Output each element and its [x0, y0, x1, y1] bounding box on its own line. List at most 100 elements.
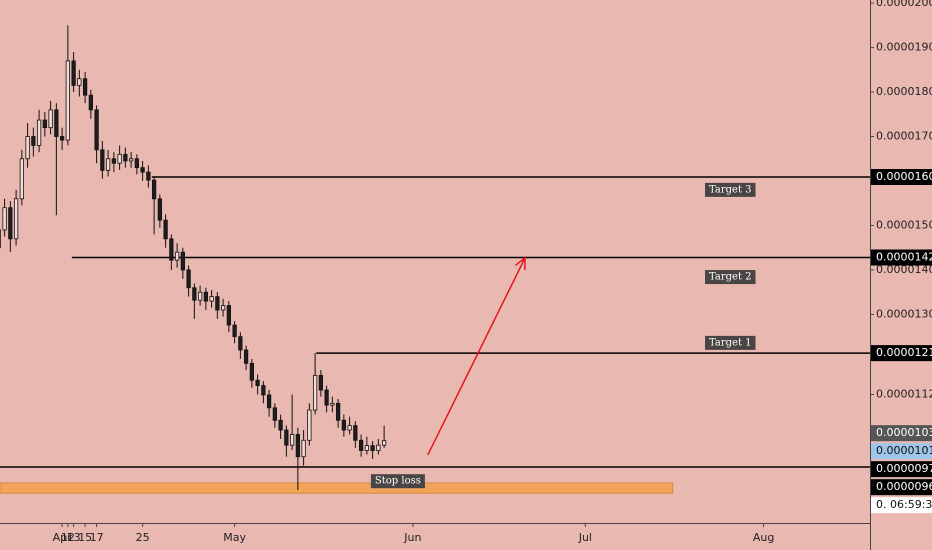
annotation-label: Stop loss: [375, 476, 421, 487]
candle-body: [94, 109, 99, 151]
candle-body: [0, 229, 1, 249]
x-tick-label: Jun: [403, 531, 421, 544]
candle-body: [180, 251, 185, 271]
candle-body: [278, 419, 283, 431]
candle-body: [312, 374, 318, 411]
annotation: Target 2: [705, 270, 756, 285]
candle-body: [261, 385, 266, 396]
candle-body: [307, 409, 312, 441]
annotation: Target 1: [705, 335, 756, 350]
candle-body: [48, 109, 53, 129]
candle-body: [341, 419, 346, 431]
candle-body: [82, 78, 88, 96]
x-tick-label: 15: [78, 531, 92, 544]
price-tag-label: 0.00001033: [876, 426, 932, 439]
candle-body: [192, 287, 197, 301]
x-tick-label: Apr: [53, 531, 73, 544]
candle-body: [364, 445, 369, 451]
price-tag: [871, 461, 932, 478]
candle-body: [88, 94, 93, 111]
candle-body: [42, 119, 47, 129]
price-tag: [871, 169, 932, 186]
price-tag: [871, 479, 932, 496]
candle-body: [77, 78, 82, 86]
candle-body: [128, 158, 134, 162]
candle-body: [232, 324, 237, 338]
y-tick-label: 0.00001400: [876, 263, 932, 276]
candle-body: [8, 207, 13, 240]
candle-body: [31, 136, 36, 146]
candle-body: [186, 269, 191, 289]
candle-body: [151, 179, 157, 200]
candle-body: [272, 407, 277, 421]
annotation-box: [705, 270, 756, 285]
annotation-box: [705, 335, 756, 350]
candle-body: [100, 149, 105, 171]
annotation-box: [370, 474, 425, 489]
y-tick-label: 0.00002000: [876, 0, 932, 9]
price-tag-label: 0.00001609: [876, 170, 932, 183]
candle-body: [318, 374, 323, 391]
candle-body: [140, 167, 145, 173]
candle-body: [19, 158, 24, 200]
y-tick-label: 0.00001500: [876, 218, 932, 231]
price-tag-label: 0.00001016: [876, 444, 932, 457]
x-tick-label: Jul: [578, 531, 592, 544]
candle-body: [226, 305, 231, 326]
price-tag: [871, 497, 932, 514]
price-tag-label: 0.00000969: [876, 480, 932, 493]
candle-body: [358, 439, 364, 451]
candle-body: [347, 425, 352, 431]
annotation: Target 3: [705, 182, 756, 197]
candle-body: [105, 158, 111, 171]
plot-area: Target 3 Target 2 Target 1 Stop loss: [0, 25, 870, 494]
candle-body: [209, 296, 214, 302]
candle-body: [243, 349, 249, 364]
price-tag-label: 0.00001213: [876, 346, 932, 359]
annotation-label: Target 1: [709, 337, 752, 348]
x-tick-label: 17: [90, 531, 104, 544]
candle-body: [36, 119, 42, 146]
candle-body: [169, 238, 174, 261]
y-tick-label: 0.00001120: [876, 387, 932, 400]
candle-body: [71, 60, 76, 86]
candle-body: [117, 153, 122, 164]
candle-body: [324, 389, 329, 406]
candle-body: [249, 362, 254, 381]
x-tick-label: May: [223, 531, 246, 544]
x-tick-label: 25: [136, 531, 150, 544]
x-tick-label: 12: [61, 531, 75, 544]
arrow-line: [427, 257, 526, 456]
candle-body: [381, 440, 387, 446]
candle-body: [284, 429, 289, 446]
candle-body: [59, 136, 65, 141]
candle-body: [301, 439, 306, 458]
candle-body: [238, 336, 243, 351]
price-tag: [871, 249, 932, 266]
candle-body: [25, 136, 30, 160]
x-tick-label: Aug: [753, 531, 774, 544]
candle-body: [220, 305, 226, 311]
annotation: Stop loss: [370, 474, 425, 489]
candle-body: [157, 198, 162, 221]
candle-body: [295, 434, 300, 458]
candle-body: [289, 434, 295, 446]
price-tag-label: 0.00001428: [876, 250, 932, 263]
price-tag: [871, 425, 932, 442]
candle-body: [335, 402, 341, 421]
candle-body: [134, 158, 139, 169]
candle-body: [370, 445, 375, 451]
price-tag-label: 0. 06:59:31: [876, 498, 932, 511]
candle-body: [65, 60, 70, 141]
x-tick-label: 13: [67, 531, 81, 544]
price-tag: [871, 345, 932, 362]
candle-body: [174, 251, 180, 261]
stop-zone: [0, 482, 674, 494]
candle-body: [215, 296, 220, 311]
candle-body: [255, 379, 260, 386]
candle-body: [54, 109, 59, 137]
annotation-label: Target 3: [709, 184, 752, 195]
candle-body: [2, 207, 7, 231]
arrow-head: [515, 256, 526, 270]
